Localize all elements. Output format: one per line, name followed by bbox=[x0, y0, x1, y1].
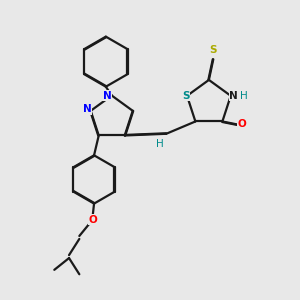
Text: N: N bbox=[103, 91, 112, 100]
Text: O: O bbox=[88, 215, 97, 225]
Text: O: O bbox=[237, 119, 246, 129]
Text: N: N bbox=[83, 104, 92, 114]
Text: S: S bbox=[182, 91, 189, 101]
Text: N: N bbox=[229, 91, 238, 101]
Text: H: H bbox=[240, 91, 248, 101]
Text: H: H bbox=[156, 139, 164, 149]
Text: S: S bbox=[210, 46, 217, 56]
